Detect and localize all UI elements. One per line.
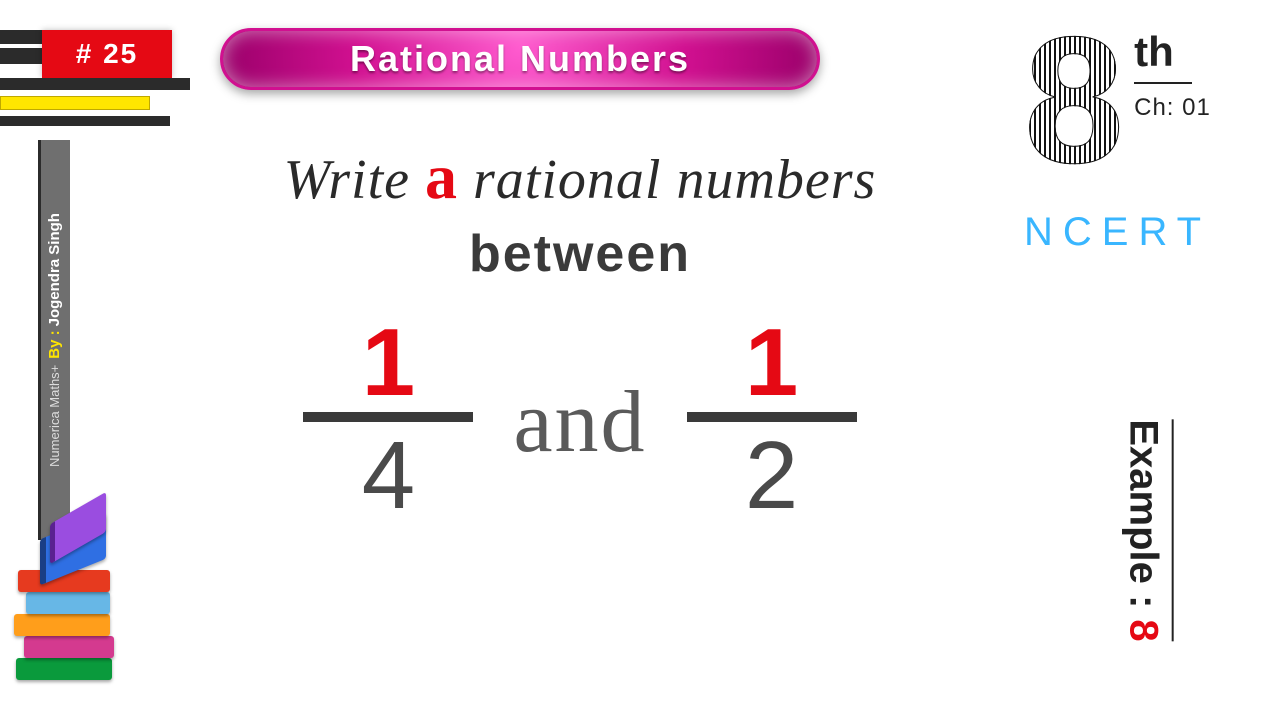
book-icon (26, 592, 110, 614)
example-number: 8 (1121, 619, 1165, 641)
divider (1134, 82, 1192, 84)
q-highlight: a (425, 141, 458, 212)
lesson-number-text: # 25 (76, 38, 139, 70)
decorative-bar (0, 116, 170, 126)
decorative-bar (0, 78, 190, 90)
fraction-1: 1 4 (303, 320, 473, 524)
byline-name: Jogendra Singh (46, 213, 63, 326)
byline-label: By : (46, 330, 63, 358)
grade-block: 8 th Ch: 01 (1024, 20, 1254, 182)
fraction-bar (303, 412, 473, 422)
book-icon (14, 614, 110, 636)
q-pre: Write (284, 149, 425, 211)
fraction-row: 1 4 and 1 2 (130, 320, 1030, 524)
book-icon (24, 636, 114, 658)
books-stack-icon (10, 490, 120, 680)
chapter-label: Ch: 01 (1134, 94, 1211, 122)
topic-title: Rational Numbers (350, 38, 690, 80)
connector-and: and (513, 372, 646, 473)
example-text: Example : (1121, 419, 1165, 608)
q-post: rational numbers (473, 149, 876, 211)
fraction-1-denominator: 4 (362, 428, 415, 524)
grade-meta: th Ch: 01 (1134, 28, 1211, 122)
question-line-1: Write a rational numbers (130, 140, 1030, 214)
ncert-label: NCERT (1024, 210, 1254, 255)
brand-text: Numerica Maths+ (47, 365, 62, 467)
fraction-2: 1 2 (687, 320, 857, 524)
question-block: Write a rational numbers between 1 4 and… (130, 140, 1030, 524)
fraction-2-denominator: 2 (745, 428, 798, 524)
example-label: Example : 8 (1120, 419, 1173, 641)
grade-suffix: th (1134, 28, 1174, 76)
book-icon (16, 658, 112, 680)
fraction-1-numerator: 1 (362, 320, 415, 406)
grade-number: 8 (1024, 20, 1124, 182)
fraction-2-numerator: 1 (745, 320, 798, 406)
fraction-bar (687, 412, 857, 422)
decorative-bar (0, 48, 42, 64)
right-column: 8 th Ch: 01 NCERT Example : 8 (1024, 20, 1254, 700)
example-wrap: Example : 8 (1036, 350, 1258, 710)
question-line-2: between (130, 224, 1030, 284)
decorative-bar (0, 30, 42, 44)
lesson-number-badge: # 25 (42, 30, 172, 78)
decorative-bar-yellow (0, 96, 150, 110)
topic-pill: Rational Numbers (220, 28, 820, 90)
